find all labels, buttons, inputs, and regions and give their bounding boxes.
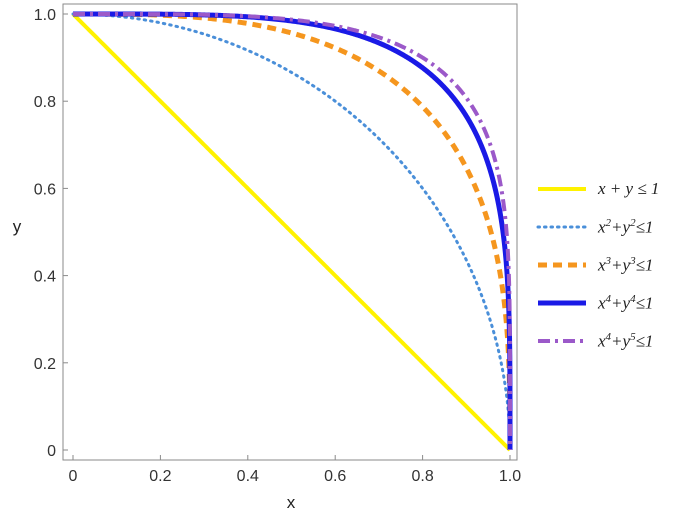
y-tick-label: 1.0 — [34, 7, 56, 24]
series-line — [71, 12, 512, 452]
legend-item: x2+y2≤1 — [536, 208, 676, 246]
y-tick-label: 0.8 — [34, 94, 56, 111]
y-tick-label: 0.2 — [34, 356, 56, 373]
legend-swatch — [538, 339, 586, 343]
plot-frame — [62, 3, 518, 461]
x-axis-label: x — [287, 493, 296, 512]
series-line — [72, 12, 512, 450]
legend-item: x + y ≤ 1 — [536, 170, 676, 208]
y-tick-label: 0.6 — [34, 181, 56, 198]
x-tick-label: 0.4 — [237, 468, 259, 485]
y-axis-label: y — [13, 217, 22, 236]
legend-item: x3+y3≤1 — [536, 246, 676, 284]
legend-swatch — [538, 187, 586, 191]
legend-swatch — [538, 262, 586, 268]
legend: x + y ≤ 1 x2+y2≤1 x3+y3≤1 x4+y4≤1 x4+y5≤1 — [536, 170, 676, 360]
x-tick-label: 0.2 — [149, 468, 171, 485]
legend-swatch — [536, 225, 588, 229]
legend-label: x + y ≤ 1 — [598, 179, 660, 198]
series-layer — [71, 11, 513, 452]
axis-ticks: 0 0.2 0.4 0.6 0.8 1.0 0 0.2 0.4 0.6 0.8 1.0 — [34, 7, 521, 485]
legend-item: x4+y5≤1 — [536, 322, 676, 360]
legend-swatch — [538, 300, 586, 306]
legend-label: x3+y3≤1 — [598, 254, 654, 275]
y-tick-label: 0.4 — [34, 269, 56, 286]
x-tick-label: 1.0 — [499, 468, 521, 485]
x-tick-label: 0 — [69, 468, 78, 485]
legend-item: x4+y4≤1 — [536, 284, 676, 322]
y-tick-label: 0 — [47, 443, 56, 460]
x-tick-label: 0.8 — [411, 468, 433, 485]
legend-label: x2+y2≤1 — [598, 216, 654, 237]
legend-label: x4+y5≤1 — [598, 330, 654, 351]
x-tick-label: 0.6 — [324, 468, 346, 485]
series-line — [71, 12, 512, 452]
legend-label: x4+y4≤1 — [598, 292, 654, 313]
